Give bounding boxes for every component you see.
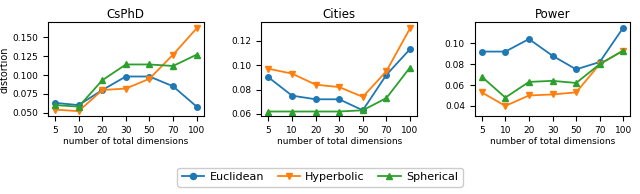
Hyperbolic <box>620 49 627 52</box>
Spherical <box>596 63 604 65</box>
Hyperbolic <box>288 73 296 75</box>
Line: Spherical: Spherical <box>479 48 626 100</box>
Spherical <box>288 110 296 113</box>
Euclidean <box>169 85 177 87</box>
Line: Euclidean: Euclidean <box>52 74 200 109</box>
Hyperbolic <box>169 54 177 56</box>
Euclidean <box>51 102 59 104</box>
Euclidean <box>264 76 272 78</box>
Spherical <box>478 75 486 78</box>
Euclidean <box>122 75 130 78</box>
Spherical <box>146 63 154 66</box>
Spherical <box>193 54 200 56</box>
Hyperbolic <box>264 68 272 70</box>
Hyperbolic <box>51 108 59 111</box>
Title: Power: Power <box>535 8 570 21</box>
Euclidean <box>359 109 367 112</box>
Hyperbolic <box>359 96 367 98</box>
Euclidean <box>335 98 343 100</box>
Euclidean <box>596 61 604 63</box>
Euclidean <box>312 98 319 100</box>
Hyperbolic <box>525 94 532 97</box>
Euclidean <box>406 48 414 50</box>
Spherical <box>383 97 390 99</box>
Hyperbolic <box>572 91 580 94</box>
Line: Hyperbolic: Hyperbolic <box>266 26 413 100</box>
Hyperbolic <box>406 27 414 29</box>
Legend: Euclidean, Hyperbolic, Spherical: Euclidean, Hyperbolic, Spherical <box>177 168 463 186</box>
Hyperbolic <box>146 78 154 80</box>
Euclidean <box>75 104 83 106</box>
Hyperbolic <box>75 110 83 112</box>
Line: Euclidean: Euclidean <box>266 46 413 113</box>
Spherical <box>548 80 556 82</box>
Line: Hyperbolic: Hyperbolic <box>52 26 200 114</box>
Spherical <box>169 65 177 67</box>
Euclidean <box>572 68 580 71</box>
Hyperbolic <box>383 70 390 72</box>
Euclidean <box>620 26 627 29</box>
Spherical <box>406 66 414 69</box>
Line: Spherical: Spherical <box>52 52 200 109</box>
Euclidean <box>548 55 556 57</box>
Spherical <box>75 106 83 108</box>
Spherical <box>312 110 319 113</box>
Spherical <box>264 110 272 113</box>
X-axis label: number of total dimensions: number of total dimensions <box>276 137 402 146</box>
Title: Cities: Cities <box>323 8 356 21</box>
Line: Euclidean: Euclidean <box>479 25 626 72</box>
Euclidean <box>288 94 296 97</box>
Line: Hyperbolic: Hyperbolic <box>479 48 626 109</box>
Hyperbolic <box>548 93 556 96</box>
Spherical <box>122 63 130 66</box>
Euclidean <box>502 50 509 53</box>
Hyperbolic <box>502 105 509 107</box>
Hyperbolic <box>312 83 319 86</box>
Spherical <box>502 96 509 99</box>
X-axis label: number of total dimensions: number of total dimensions <box>63 137 189 146</box>
Title: CsPhD: CsPhD <box>107 8 145 21</box>
Hyperbolic <box>122 87 130 90</box>
Line: Spherical: Spherical <box>266 65 413 114</box>
Hyperbolic <box>596 63 604 65</box>
Spherical <box>525 81 532 83</box>
Spherical <box>99 79 106 81</box>
Euclidean <box>99 89 106 91</box>
Euclidean <box>193 106 200 108</box>
Euclidean <box>525 38 532 40</box>
Hyperbolic <box>99 89 106 91</box>
Euclidean <box>146 75 154 78</box>
X-axis label: number of total dimensions: number of total dimensions <box>490 137 615 146</box>
Hyperbolic <box>478 91 486 94</box>
Spherical <box>572 82 580 84</box>
Euclidean <box>478 50 486 53</box>
Hyperbolic <box>335 86 343 88</box>
Hyperbolic <box>193 27 200 29</box>
Spherical <box>335 110 343 113</box>
Spherical <box>620 49 627 52</box>
Euclidean <box>383 74 390 76</box>
Spherical <box>359 109 367 112</box>
Spherical <box>51 104 59 106</box>
Y-axis label: distortion: distortion <box>0 46 10 93</box>
